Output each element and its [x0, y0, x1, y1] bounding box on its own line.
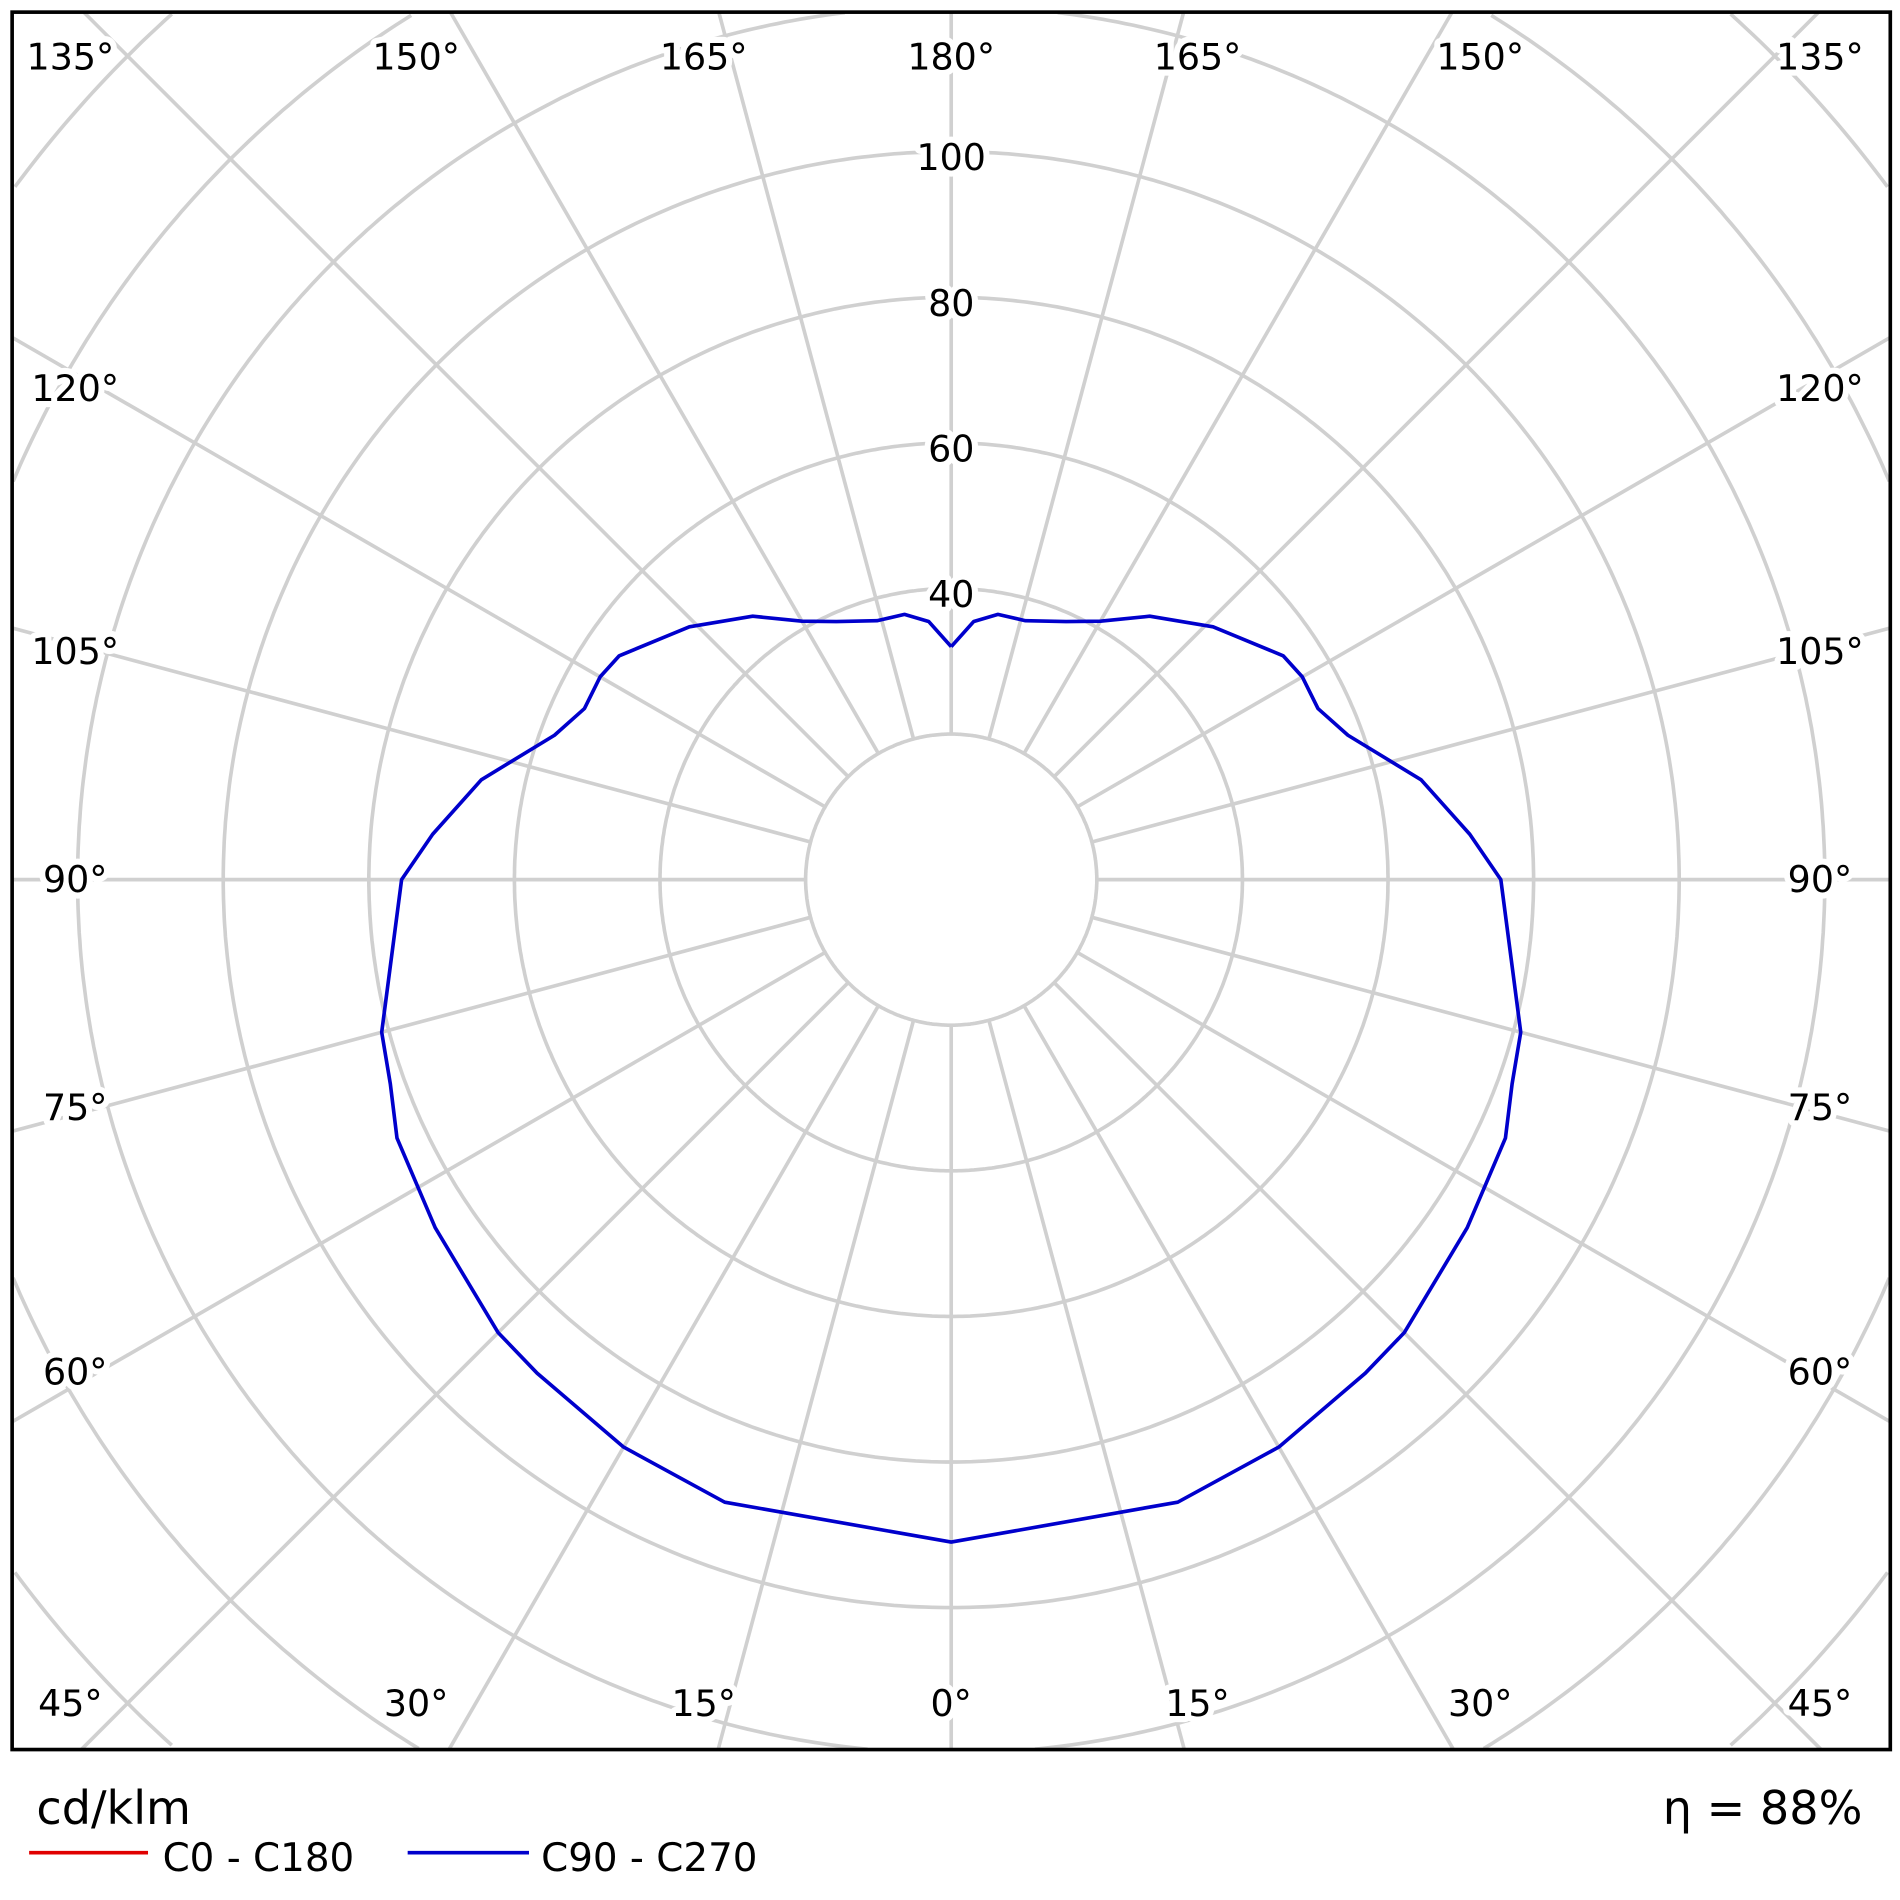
radial-tick-label: 80 [928, 282, 974, 325]
grid-spoke [80, 981, 850, 1751]
legend-label-c0-c180: C0 - C180 [163, 1836, 355, 1881]
angle-label: 75° [43, 1086, 107, 1129]
grid-ring [75, 10, 1827, 1752]
unit-label: cd/klm [36, 1781, 191, 1835]
grid-spoke [1052, 981, 1823, 1751]
angle-label: 105° [1776, 630, 1864, 673]
curves [379, 612, 1523, 1544]
grid-spoke [987, 11, 1186, 740]
grid-spoke [1052, 10, 1820, 778]
angle-label: 0° [931, 1682, 972, 1725]
axis-labels: 135° 150° 165° 180° 165° 150° 135° 45° 30° 15° 0° 1… [20, 29, 1869, 1731]
grid-spoke [1076, 335, 1892, 809]
angle-label: 90° [1788, 858, 1852, 901]
curve-c90-c270 [379, 612, 1523, 1544]
grid-spoke [717, 11, 916, 740]
angle-label: 60° [1788, 1351, 1852, 1394]
angle-label: 30° [1448, 1682, 1512, 1725]
polar-grid [11, 10, 1892, 1752]
grid-spoke [1091, 915, 1891, 1134]
angle-label: 180° [907, 36, 995, 79]
legend-label-c90-c270: C90 - C270 [541, 1836, 757, 1881]
angle-label: 120° [1776, 367, 1864, 410]
angle-label: 105° [31, 630, 119, 673]
efficiency-label: η = 88% [1663, 1781, 1863, 1835]
angle-label: 90° [43, 858, 107, 901]
grid-spoke [987, 1019, 1187, 1751]
angle-label: 30° [384, 1682, 448, 1725]
grid-ring [11, 13, 1891, 1751]
grid-spoke [1022, 1004, 1456, 1751]
grid-spoke [716, 1019, 916, 1751]
grid-spoke [11, 915, 812, 1134]
grid-spoke [1091, 626, 1891, 844]
radial-tick-label: 100 [916, 136, 985, 179]
angle-label: 45° [1788, 1682, 1852, 1725]
angle-label: 150° [1436, 36, 1524, 79]
plot-frame [10, 10, 1893, 1752]
grid-spoke [447, 1004, 880, 1751]
radial-tick-label: 60 [928, 427, 974, 470]
grid-spoke [11, 626, 812, 844]
angle-label: 60° [43, 1351, 107, 1394]
grid-spoke [1022, 11, 1454, 755]
angle-label: 150° [372, 36, 460, 79]
angle-label: 45° [38, 1682, 102, 1725]
angle-label: 75° [1788, 1086, 1852, 1129]
angle-label: 165° [1154, 36, 1242, 79]
grid-ring [13, 12, 1889, 1747]
grid-spoke [11, 335, 827, 809]
angle-label: 135° [1776, 36, 1864, 79]
grid-spoke [82, 10, 850, 778]
grid-spoke [448, 11, 880, 755]
angle-label: 135° [27, 36, 115, 79]
angle-label: 165° [660, 36, 748, 79]
angle-label: 120° [31, 367, 119, 410]
radial-tick-label: 40 [928, 573, 974, 616]
angle-label: 15° [671, 1682, 735, 1725]
angle-label: 15° [1165, 1682, 1229, 1725]
